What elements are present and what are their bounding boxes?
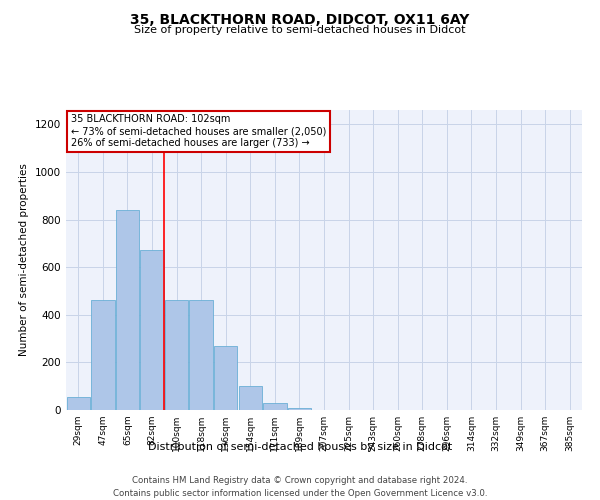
Text: Distribution of semi-detached houses by size in Didcot: Distribution of semi-detached houses by … bbox=[148, 442, 452, 452]
Bar bbox=[239, 386, 262, 410]
Bar bbox=[214, 346, 238, 410]
Bar bbox=[288, 408, 311, 410]
Text: Contains public sector information licensed under the Open Government Licence v3: Contains public sector information licen… bbox=[113, 489, 487, 498]
Text: 35, BLACKTHORN ROAD, DIDCOT, OX11 6AY: 35, BLACKTHORN ROAD, DIDCOT, OX11 6AY bbox=[130, 12, 470, 26]
Y-axis label: Number of semi-detached properties: Number of semi-detached properties bbox=[19, 164, 29, 356]
Text: 35 BLACKTHORN ROAD: 102sqm
← 73% of semi-detached houses are smaller (2,050)
26%: 35 BLACKTHORN ROAD: 102sqm ← 73% of semi… bbox=[71, 114, 326, 148]
Bar bbox=[67, 397, 90, 410]
Bar bbox=[91, 300, 115, 410]
Text: Size of property relative to semi-detached houses in Didcot: Size of property relative to semi-detach… bbox=[134, 25, 466, 35]
Bar bbox=[190, 300, 213, 410]
Bar bbox=[116, 210, 139, 410]
Bar bbox=[140, 250, 164, 410]
Bar bbox=[263, 403, 287, 410]
Bar bbox=[165, 300, 188, 410]
Text: Contains HM Land Registry data © Crown copyright and database right 2024.: Contains HM Land Registry data © Crown c… bbox=[132, 476, 468, 485]
